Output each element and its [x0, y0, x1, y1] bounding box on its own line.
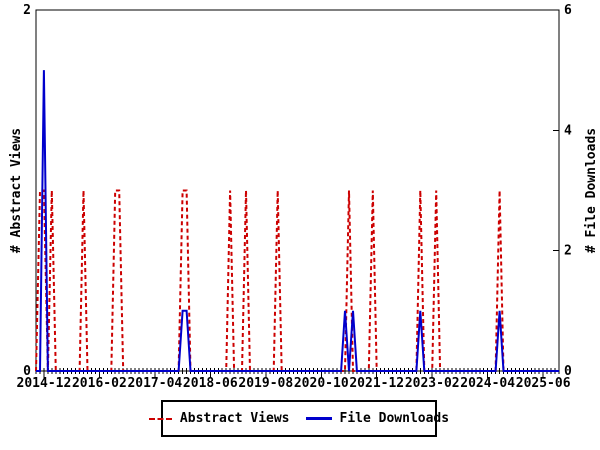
x-tick-label: 2021-12	[349, 376, 404, 391]
abstract-views-line-sample	[148, 417, 172, 420]
right-tick-label: 6	[564, 3, 572, 18]
right-tick-label: 0	[564, 364, 572, 379]
legend-label-abstract-views: Abstract Views	[179, 411, 290, 426]
left-tick-label: 2	[23, 3, 31, 18]
left-axis-title: # Abstract Views	[9, 128, 24, 253]
x-tick-label: 2016-02	[72, 376, 127, 391]
x-tick-label: 2018-06	[183, 376, 238, 391]
right-tick-label: 4	[564, 123, 572, 138]
right-axis-title: # File Downloads	[584, 128, 599, 253]
x-tick-label: 2023-02	[405, 376, 460, 391]
x-tick-label: 2019-08	[238, 376, 293, 391]
plot-frame	[35, 9, 560, 372]
right-tick-label: 2	[564, 244, 572, 259]
abstract-views-line	[35, 189, 559, 372]
x-tick-label: 2017-04	[127, 376, 182, 391]
legend: Abstract Views File Downloads	[148, 400, 449, 437]
x-tick-label: 2020-10	[294, 376, 349, 391]
x-tick-label: 2025-06	[516, 376, 571, 391]
x-tick-label: 2014-12	[17, 376, 72, 391]
x-tick-label: 2024-04	[460, 376, 515, 391]
file-downloads-line-sample	[305, 417, 332, 420]
legend-item-abstract-views: Abstract Views	[148, 411, 290, 426]
file-downloads-line	[36, 70, 559, 372]
legend-item-file-downloads: File Downloads	[305, 411, 450, 426]
legend-label-file-downloads: File Downloads	[339, 411, 450, 426]
left-tick-label: 0	[23, 364, 31, 379]
